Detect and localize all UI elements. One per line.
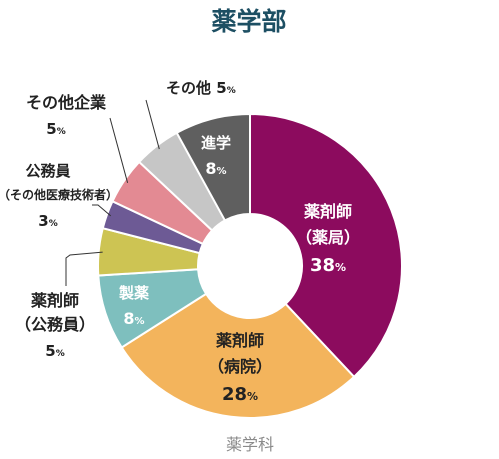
slice-label-6: その他 <box>166 79 211 97</box>
chart-title: 薬学部 <box>211 7 286 36</box>
pie-slice-1 <box>120 292 356 419</box>
slice-value-unit-1: % <box>247 390 258 403</box>
slice-value-6: 5% <box>216 79 235 97</box>
slice-value-number-4: 3 <box>38 212 48 230</box>
slice-value-1: 28% <box>222 384 258 405</box>
pie-slice-7 <box>175 112 251 222</box>
slice-sublabel-4: （その他医療技術者） <box>0 187 118 202</box>
slice-label-1: 薬剤師 <box>215 331 264 350</box>
slice-value-number-7: 8 <box>205 159 216 178</box>
slice-label-7: 進学 <box>201 134 231 152</box>
slice-value-4: 3% <box>38 212 57 230</box>
slice-value-number-3: 5 <box>45 342 55 360</box>
leader-line-5 <box>109 117 129 183</box>
leader-line-4 <box>92 204 112 217</box>
slice-label-4: 公務員 <box>25 162 70 180</box>
slice-value-5: 5% <box>46 120 65 138</box>
leader-line-6 <box>145 99 160 150</box>
slice-label-5: その他企業 <box>26 93 107 112</box>
slice-label-0: 薬剤師 <box>303 202 352 221</box>
slice-value-number-2: 8 <box>123 309 134 328</box>
leader-line-3 <box>65 251 103 286</box>
slice-label-2: 製薬 <box>118 284 149 302</box>
slice-value-number-1: 28 <box>222 384 247 405</box>
slice-value-unit-7: % <box>217 166 227 177</box>
slice-value-2: 8% <box>123 309 144 328</box>
slice-value-number-5: 5 <box>46 120 56 138</box>
slice-sublabel-0: （薬局） <box>296 228 360 247</box>
slice-value-number-0: 38 <box>310 255 335 276</box>
slice-value-7: 8% <box>205 159 226 178</box>
slice-value-unit-0: % <box>335 261 346 274</box>
slice-value-3: 5% <box>45 342 64 360</box>
slice-value-unit-4: % <box>49 219 58 229</box>
pie-slice-0 <box>249 112 403 379</box>
slice-value-0: 38% <box>310 255 346 276</box>
chart-footer: 薬学科 <box>226 435 274 454</box>
slice-labels: 薬剤師（薬局）38%薬剤師（病院）28%製薬8%進学8%薬剤師（公務員）5%公務… <box>0 79 360 405</box>
slice-value-unit-6: % <box>227 86 236 96</box>
slice-value-number-6: 5 <box>216 79 226 97</box>
slice-value-unit-2: % <box>135 316 145 327</box>
pie-slices <box>97 112 403 419</box>
slice-value-unit-5: % <box>57 127 66 137</box>
slice-sublabel-3: （公務員） <box>15 315 95 334</box>
slice-sublabel-1: （病院） <box>208 357 272 376</box>
slice-label-3: 薬剤師 <box>30 291 79 310</box>
slice-value-unit-3: % <box>56 349 65 359</box>
